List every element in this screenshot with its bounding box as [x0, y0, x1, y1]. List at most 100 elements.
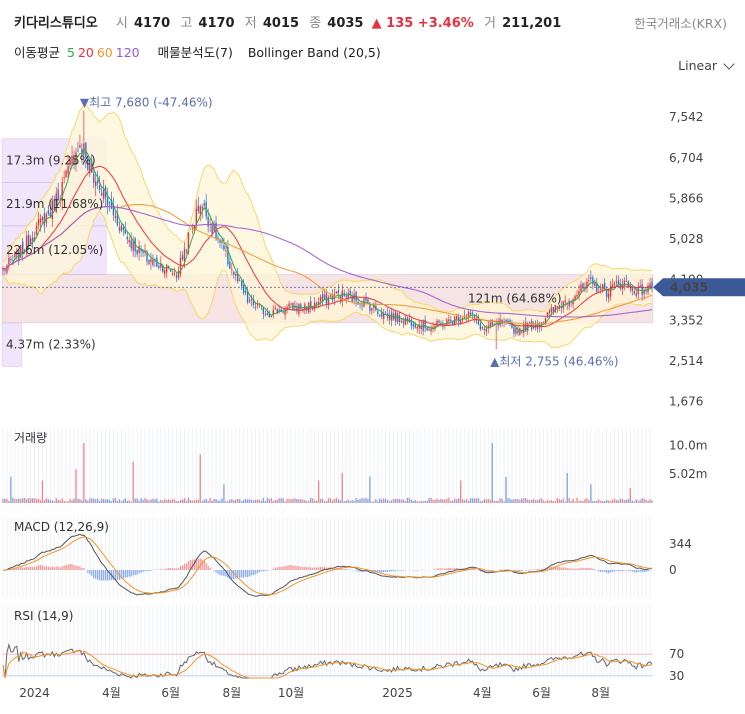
volume-bar — [327, 498, 330, 503]
macd-histogram-bar — [237, 570, 239, 579]
macd-histogram-bar — [465, 568, 468, 570]
candle-body — [14, 253, 16, 257]
macd-histogram-bar — [402, 570, 405, 571]
macd-histogram-bar — [77, 566, 79, 570]
candle-body — [615, 281, 618, 284]
volume-bar — [479, 501, 482, 503]
volume-bar — [613, 498, 616, 503]
macd-histogram-bar — [592, 568, 594, 570]
volume-bar — [242, 499, 245, 503]
bollinger-label[interactable]: Bollinger Band (20,5) — [247, 45, 381, 60]
macd-histogram-bar — [390, 570, 393, 572]
volume-bar — [209, 497, 211, 503]
candle-body — [175, 275, 178, 278]
candle-body — [619, 283, 622, 289]
candle-body — [181, 254, 184, 260]
ma-period-120: 120 — [115, 45, 140, 60]
macd-histogram-bar — [578, 568, 580, 570]
candle-body — [345, 296, 347, 298]
candle-body — [617, 280, 620, 286]
macd-histogram-bar — [35, 566, 38, 570]
rsi-signal-line — [2, 650, 653, 679]
candle-body — [335, 291, 338, 294]
volume-bar — [185, 500, 188, 503]
candle-body — [651, 281, 653, 288]
volume-bar — [471, 498, 474, 503]
candle-body — [130, 240, 132, 249]
volume-bar — [240, 500, 243, 503]
volume-bar — [406, 497, 409, 503]
macd-histogram-bar — [574, 568, 576, 570]
candle-body — [365, 297, 367, 301]
candle-body — [485, 328, 487, 332]
macd-histogram-bar — [485, 570, 487, 573]
macd-histogram-bar — [280, 566, 282, 570]
macd-histogram-bar — [183, 563, 186, 570]
volume-bar — [548, 500, 551, 503]
macd-histogram-bar — [63, 565, 65, 570]
macd-histogram-bar — [483, 570, 486, 573]
volume-profile-label: 22.6m (12.05%) — [6, 243, 103, 257]
time-axis-label: 6월 — [532, 686, 551, 700]
volume-bar — [205, 498, 207, 503]
candle-body — [351, 295, 353, 302]
macd-histogram-bar — [116, 570, 119, 580]
ma-label[interactable]: 이동평균 — [14, 45, 61, 60]
candle-body — [138, 245, 140, 254]
candle-body — [298, 303, 300, 314]
macd-histogram-bar — [315, 567, 318, 570]
macd-histogram-bar — [205, 562, 207, 570]
candle-body — [625, 280, 628, 282]
macd-histogram-bar — [252, 570, 255, 575]
candle-body — [162, 265, 164, 273]
macd-histogram-bar — [529, 569, 531, 570]
volume-bar — [615, 499, 618, 503]
macd-histogram-bar — [454, 568, 456, 570]
macd-histogram-bar — [594, 569, 596, 570]
macd-histogram-bar — [546, 567, 549, 570]
macd-histogram-bar — [146, 570, 148, 572]
close-value: 4035 — [327, 16, 364, 31]
volume-bar — [124, 498, 126, 503]
candle-body — [110, 199, 113, 209]
macd-histogram-bar — [27, 567, 30, 570]
volume-bar — [367, 498, 369, 503]
candle-body — [402, 321, 405, 324]
scale-select[interactable]: Linear — [678, 57, 735, 73]
volume-bar — [373, 501, 375, 503]
candle-body — [633, 291, 635, 294]
volume-bar — [239, 498, 241, 503]
macd-histogram-bar — [603, 570, 606, 572]
volume-bar — [448, 497, 450, 503]
macd-histogram-bar — [538, 569, 541, 570]
volume-bar — [227, 501, 229, 503]
macd-histogram-bar — [130, 570, 132, 577]
volume-bar — [128, 500, 130, 503]
volume-bar — [173, 499, 176, 503]
macd-histogram-bar — [215, 570, 217, 573]
macd-histogram-bar — [69, 564, 71, 570]
candle-body — [207, 216, 209, 227]
volume-bar — [268, 499, 270, 503]
macd-histogram-bar — [248, 570, 251, 577]
macd-histogram-bar — [369, 570, 371, 573]
volume-profile-label[interactable]: 매물분석도(7) — [157, 45, 233, 60]
macd-histogram-bar — [284, 566, 286, 570]
volume-bar — [158, 501, 160, 503]
rsi-axis-label: 30 — [669, 669, 684, 683]
macd-histogram-bar — [323, 566, 326, 570]
volume-bar — [160, 499, 162, 503]
candle-body — [446, 319, 448, 326]
macd-histogram-bar — [31, 567, 34, 570]
macd-histogram-bar — [457, 568, 460, 570]
macd-histogram-bar — [290, 564, 292, 570]
volume-bar — [266, 497, 269, 503]
volume-bar — [345, 500, 347, 503]
macd-histogram-bar — [217, 570, 219, 574]
candle-body — [252, 299, 255, 306]
candle-body — [10, 258, 12, 260]
macd-histogram-bar — [213, 570, 215, 571]
volume-bar — [14, 498, 16, 503]
macd-histogram-bar — [570, 568, 572, 570]
